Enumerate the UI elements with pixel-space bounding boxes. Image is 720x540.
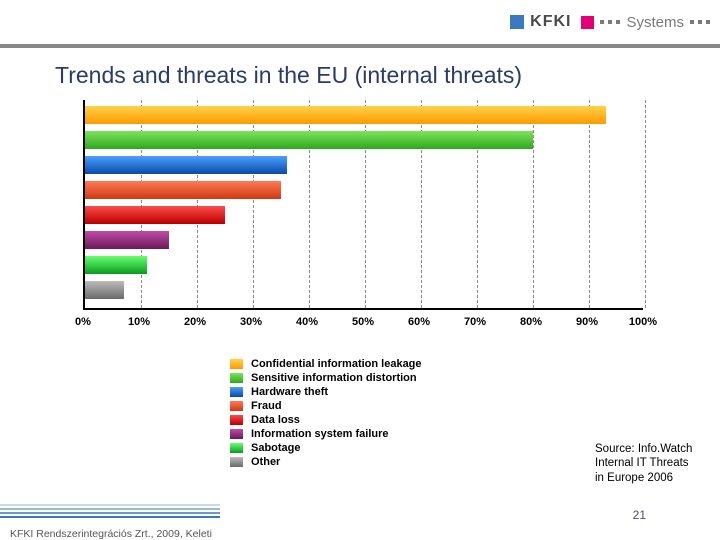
legend-item: Hardware theft [230, 386, 720, 398]
legend-swatch-icon [230, 401, 243, 411]
chart-gridline [533, 100, 534, 308]
header-bar: KFKI Systems [0, 0, 720, 48]
t-dots-icon [690, 20, 710, 24]
footer-stripe [0, 512, 220, 514]
legend-item: Data loss [230, 414, 720, 426]
chart-x-axis-labels: 0%10%20%30%40%50%60%70%80%90%100% [83, 316, 643, 336]
threats-bar-chart: 0% 10% 20% 30% 40% 50% 60% 70% 80% 90% 100% [55, 94, 665, 354]
legend-label: Other [251, 456, 280, 468]
legend-item: Sensitive information distortion [230, 372, 720, 384]
legend-swatch-icon [230, 457, 243, 467]
chart-x-tick-label: 70% [464, 316, 486, 328]
legend-label: Fraud [251, 400, 282, 412]
kfki-square-icon [510, 15, 524, 29]
footer-text: KFKI Rendszerintegrációs Zrt., 2009, Kel… [10, 528, 212, 540]
footer-stripe [0, 516, 220, 518]
chart-bar [85, 206, 225, 224]
chart-bar [85, 256, 147, 274]
legend-item: Information system failure [230, 428, 720, 440]
legend-label: Hardware theft [251, 386, 328, 398]
footer-stripe [0, 504, 220, 506]
legend-label: Information system failure [251, 428, 389, 440]
source-line: Internal IT Threats [595, 456, 720, 470]
chart-bar [85, 181, 281, 199]
legend-label: Sabotage [251, 442, 301, 454]
source-line: Source: Info.Watch [595, 442, 720, 456]
legend-swatch-icon [230, 415, 243, 425]
chart-bar [85, 281, 124, 299]
legend-swatch-icon [230, 373, 243, 383]
legend-swatch-icon [230, 359, 243, 369]
legend-swatch-icon [230, 429, 243, 439]
kfki-logo: KFKI [510, 13, 571, 31]
footer-stripes-icon [0, 504, 220, 520]
legend-swatch-icon [230, 443, 243, 453]
footer: KFKI Rendszerintegrációs Zrt., 2009, Kel… [0, 510, 720, 540]
source-line: in Europe 2006 [595, 471, 720, 485]
footer-stripe [0, 508, 220, 510]
chart-x-tick-label: 10% [128, 316, 150, 328]
chart-bar [85, 231, 169, 249]
chart-x-tick-label: 40% [296, 316, 318, 328]
chart-bar [85, 106, 606, 124]
legend-item: Fraud [230, 400, 720, 412]
chart-x-tick-label: 80% [520, 316, 542, 328]
legend-label: Confidential information leakage [251, 358, 422, 370]
tsystems-logo-text: Systems [626, 14, 684, 31]
t-logo-icon [581, 16, 594, 29]
chart-gridline [589, 100, 590, 308]
chart-x-tick-label: 90% [576, 316, 598, 328]
legend-label: Sensitive information distortion [251, 372, 417, 384]
chart-x-tick-label: 20% [184, 316, 206, 328]
legend-swatch-icon [230, 387, 243, 397]
legend-label: Data loss [251, 414, 300, 426]
chart-gridline [645, 100, 646, 308]
chart-bar [85, 131, 533, 149]
page-title: Trends and threats in the EU (internal t… [55, 62, 720, 88]
title-row: Trends and threats in the EU (internal t… [0, 48, 720, 88]
page-number: 21 [633, 508, 646, 522]
tsystems-logo: Systems [581, 14, 710, 31]
chart-bar [85, 156, 287, 174]
t-dots-icon [600, 20, 620, 24]
chart-plot-area [83, 100, 643, 310]
chart-x-tick-label: 30% [240, 316, 262, 328]
legend-item: Confidential information leakage [230, 358, 720, 370]
chart-x-tick-label: 60% [408, 316, 430, 328]
chart-x-tick-label: 50% [352, 316, 374, 328]
chart-x-tick-label: 0% [75, 316, 91, 328]
source-citation: Source: Info.Watch Internal IT Threats i… [595, 442, 720, 485]
kfki-logo-text: KFKI [530, 13, 571, 31]
chart-x-tick-label: 100% [629, 316, 657, 328]
